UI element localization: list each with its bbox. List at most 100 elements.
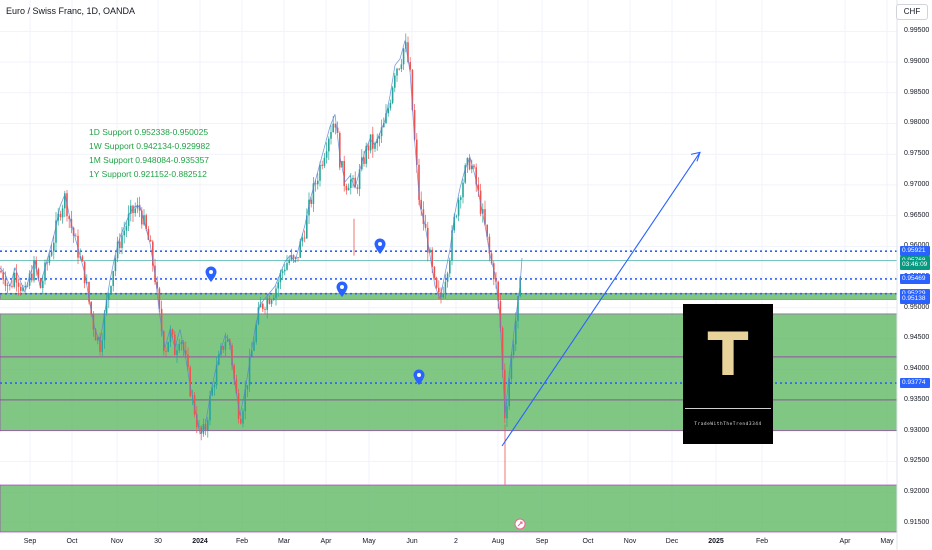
candle-body [376, 138, 378, 144]
time-axis-label: Mar [277, 538, 291, 545]
candle-body [141, 210, 143, 225]
candle-body [176, 350, 178, 356]
candle-body [468, 158, 471, 170]
candle-body [299, 241, 301, 258]
candle-body [64, 193, 66, 209]
currency-selector[interactable]: CHF [896, 4, 928, 20]
price-tag: 0.95921 [900, 246, 930, 257]
candle-body [396, 68, 398, 76]
candle-body [169, 329, 172, 343]
pin-shape [374, 238, 386, 254]
candle-body [506, 406, 508, 419]
candle-body [301, 237, 304, 242]
price-axis-label: 0.91500 [904, 518, 930, 526]
candle-body [251, 350, 253, 357]
candle-body [400, 64, 403, 69]
candle-body [508, 378, 510, 407]
candle-body [473, 165, 475, 168]
candle-body [174, 334, 176, 356]
candle-body [383, 122, 385, 128]
candle-body [171, 329, 174, 335]
price-axis-label: 0.93500 [904, 395, 930, 403]
candle-body [451, 230, 453, 261]
candle-body [11, 285, 13, 287]
candle-body [422, 209, 425, 224]
candle-body [125, 226, 128, 231]
candle-body [6, 285, 9, 286]
candle-body [268, 298, 271, 304]
candle-body [13, 272, 15, 287]
trend-arrow-head [690, 151, 701, 162]
candle-body [59, 213, 62, 218]
candle-body [48, 255, 51, 263]
candle-body [152, 241, 154, 266]
candle-body [306, 215, 308, 239]
logo-letter: T [707, 320, 749, 390]
time-axis-label: 2024 [192, 538, 208, 545]
candle-body [391, 87, 394, 103]
price-axis-label: 0.97500 [904, 150, 930, 158]
candle-body [213, 384, 216, 388]
candle-body [490, 253, 493, 264]
candle-body [482, 209, 484, 214]
price-axis-label: 0.96000 [904, 242, 929, 249]
candle-body [94, 329, 97, 341]
candle-body [457, 199, 460, 216]
candle-body [488, 236, 491, 254]
pin-shape [336, 281, 348, 297]
candle-body [297, 257, 299, 258]
location-pin-icon [205, 266, 217, 282]
candle-body [288, 259, 290, 264]
candle-body [429, 249, 431, 253]
candle-body [156, 281, 158, 289]
candle-body [284, 269, 286, 272]
moving-average-line [0, 40, 523, 435]
candle-body [486, 224, 488, 237]
candle-body [444, 281, 447, 294]
candle-body [17, 282, 20, 287]
candle-body [61, 208, 64, 218]
time-axis-label: Oct [66, 538, 78, 545]
candle-body [319, 164, 321, 181]
time-axis-label: Oct [582, 538, 594, 545]
candle-body [273, 297, 275, 301]
time-axis-label: Nov [623, 538, 637, 545]
candle-body [42, 280, 44, 289]
brand-logo: T TradeWithTheTrend3344 [683, 304, 773, 444]
candle-body [512, 344, 515, 355]
price-axis-label: 0.92000 [904, 488, 930, 496]
candle-body [275, 288, 277, 298]
candle-body [455, 215, 458, 217]
candle-body [204, 424, 207, 430]
location-pin-icon [413, 369, 425, 385]
support-note-1m: 1M Support 0.948084-0.935357 [89, 155, 210, 165]
candle-body [358, 169, 361, 190]
candle-body [411, 69, 414, 111]
candle-body [471, 165, 473, 170]
candle-body [15, 272, 18, 283]
candle-body [145, 215, 147, 230]
candle-body [231, 345, 233, 366]
candle-body [365, 145, 367, 164]
candle-body [413, 110, 416, 140]
candle-body [4, 279, 7, 286]
time-axis-label: Sep [23, 538, 37, 545]
candle-body [44, 262, 46, 281]
trend-arrow [501, 151, 701, 447]
time-axis-label: Apr [839, 538, 851, 545]
candle-body [262, 303, 264, 310]
candle-body [407, 42, 409, 63]
candle-body [105, 300, 108, 314]
logo-tagline: TradeWithTheTrend3344 [694, 422, 762, 427]
candle-body [460, 197, 462, 200]
candle-body [270, 300, 273, 304]
candle-body [497, 281, 499, 302]
pin-dot [209, 270, 213, 274]
candle-body [165, 351, 167, 352]
candle-body [253, 342, 255, 351]
candle-body [504, 369, 506, 419]
candle-body [180, 342, 183, 344]
candle-body [55, 220, 57, 243]
candle-body [185, 350, 187, 355]
